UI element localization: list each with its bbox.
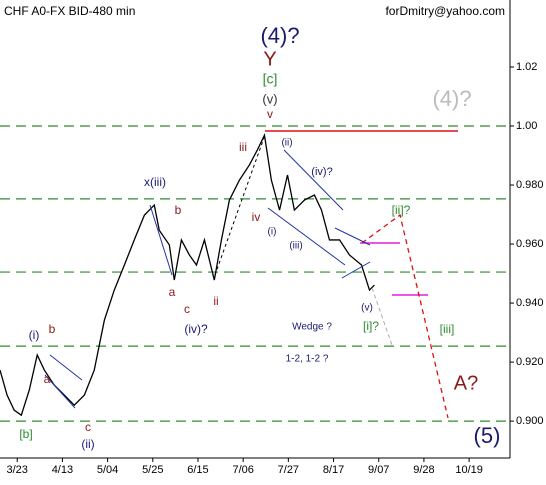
annotation: (5) xyxy=(474,423,501,448)
annotation: (iv)? xyxy=(311,166,332,178)
annotation: (v) xyxy=(361,303,373,314)
annotation: (i) xyxy=(268,227,277,238)
chart-subtitle: forDmitry@yahoo.com xyxy=(385,4,505,18)
y-tick-label: 0.920 xyxy=(516,356,544,368)
channel-line xyxy=(341,261,371,279)
annotation: b xyxy=(175,203,182,217)
chart-title: CHF A0-FX BID-480 min xyxy=(4,4,135,18)
annotation: x(iii) xyxy=(144,175,166,189)
y-tick-label: 0.980 xyxy=(516,179,544,191)
x-tick-label: 5/04 xyxy=(97,464,118,476)
x-tick-label: 9/07 xyxy=(368,464,389,476)
annotation: (ii) xyxy=(81,437,94,451)
annotation: c xyxy=(85,420,91,434)
annotation: iv xyxy=(252,210,261,224)
y-tick-label: 0.940 xyxy=(516,297,544,309)
annotation: [ii]? xyxy=(392,203,411,217)
annotation: [b] xyxy=(19,427,32,441)
projection xyxy=(361,213,449,419)
x-tick-label: 7/27 xyxy=(278,464,299,476)
annotation: a xyxy=(169,285,176,299)
annotation: (v) xyxy=(262,91,277,106)
annotation: [i]? xyxy=(363,319,379,333)
annotation: c xyxy=(184,302,190,316)
annotation: (i) xyxy=(29,328,40,342)
annotation: iii xyxy=(239,140,247,154)
x-tick-label: 3/23 xyxy=(7,464,28,476)
x-tick-label: 9/28 xyxy=(413,464,434,476)
annotation: Wedge ? xyxy=(292,322,332,333)
annotation: b xyxy=(49,322,56,336)
x-tick-label: 8/17 xyxy=(323,464,344,476)
annotation: (4)? xyxy=(432,86,471,111)
channel-line xyxy=(44,374,76,409)
annotation: (4)? xyxy=(260,23,299,48)
x-tick-label: 10/19 xyxy=(455,464,483,476)
channel-line xyxy=(267,207,346,266)
annotation: v xyxy=(267,107,273,121)
annotation: [c] xyxy=(263,71,278,87)
x-tick-label: 6/15 xyxy=(187,464,208,476)
annotation: a xyxy=(44,372,51,386)
channel-line xyxy=(49,354,83,381)
annotation: 1-2, 1-2 ? xyxy=(286,354,329,365)
channel-line xyxy=(283,149,344,211)
y-tick-label: 0.960 xyxy=(516,238,544,250)
wave-markup xyxy=(44,130,458,419)
annotations: (4)? Y [c] (v) v iii (ii) (iv)? x(iii) b… xyxy=(19,23,500,451)
annotation: (iii) xyxy=(289,241,302,252)
annotation: A? xyxy=(454,372,478,394)
x-tick-label: 5/25 xyxy=(142,464,163,476)
annotation: (iv)? xyxy=(184,322,208,336)
y-tick-label: 0.900 xyxy=(516,415,544,427)
y-tick-label: 1.02 xyxy=(516,61,537,73)
channel-line xyxy=(334,227,371,246)
annotation: ii xyxy=(213,294,218,308)
x-tick-label: 7/06 xyxy=(232,464,253,476)
annotation: Y xyxy=(263,48,276,70)
trend-line xyxy=(214,134,266,276)
annotation: [iii] xyxy=(440,322,455,336)
channel-line xyxy=(149,204,173,276)
projection xyxy=(371,287,393,346)
x-tick-label: 4/13 xyxy=(52,464,73,476)
annotation: (ii) xyxy=(281,138,292,149)
y-tick-label: 1.00 xyxy=(516,120,537,132)
